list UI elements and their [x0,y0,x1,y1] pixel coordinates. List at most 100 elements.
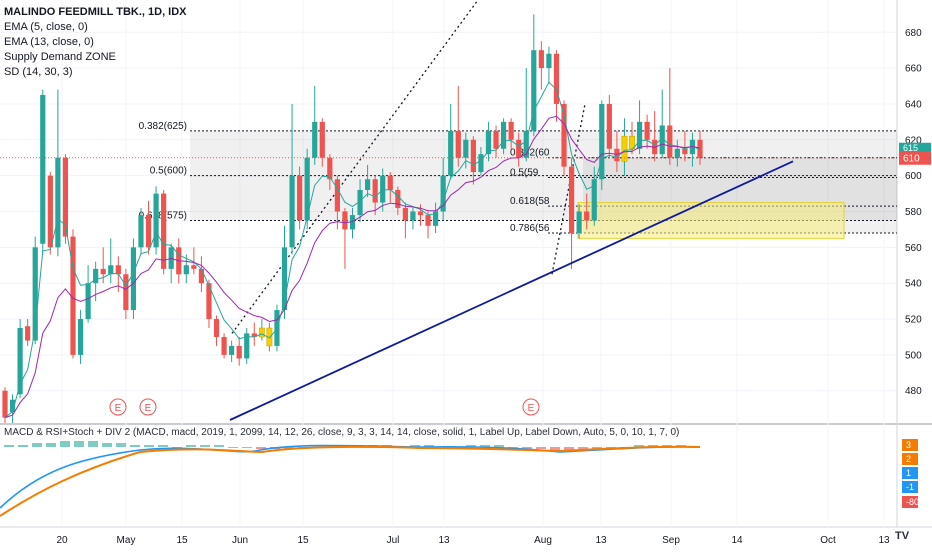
candle-body [251,333,257,337]
legend-sd[interactable]: SD (14, 30, 3) [4,66,73,78]
candle-body [145,215,152,248]
macd-histogram-bar [4,445,14,447]
macd-axis-tag [902,481,918,493]
candle-body [667,125,673,158]
macd-axis-tag [902,439,918,451]
macd-histogram-bar [256,447,266,449]
earnings-marker [109,398,127,416]
macd-histogram-bar [466,445,476,447]
candle-body [319,121,325,158]
legend-ema5[interactable]: EMA (5, close, 0) [4,21,88,33]
candle-body [380,175,386,203]
candle-body [425,215,431,226]
candle-body [410,211,416,221]
candle-body [62,157,69,237]
y-tick-label: 640 [905,99,922,110]
candle-body [236,345,242,359]
x-tick-label: Sep [662,535,680,546]
candle-body [289,175,295,248]
ema13-line [4,115,701,419]
candle-body [304,157,310,221]
macd-histogram-bar [214,445,224,447]
symbol-title[interactable]: MALINDO FEEDMILL TBK., 1D, IDX [4,6,187,18]
candle-body [478,154,484,173]
candle-body [440,175,446,212]
candle-body [77,319,84,355]
fib-label-right: 0.618(58 [510,196,550,207]
legend: MALINDO FEEDMILL TBK., 1D, IDX EMA (5, c… [4,5,187,80]
candle-body [402,207,408,221]
macd-axis-tag [902,496,918,508]
candle-body [455,130,461,158]
candle-body [485,130,492,155]
candle-body [342,211,348,230]
x-tick-label: Aug [534,535,552,546]
macd-histogram-bar [480,445,490,447]
candle-body [40,94,46,244]
macd-histogram-bar [494,445,504,447]
dotted-trendline [231,0,479,334]
legend-supply-demand[interactable]: Supply Demand ZONE [4,51,116,63]
candle-body [644,121,650,140]
x-tick-label: 14 [731,535,743,546]
candle-body [629,135,635,150]
candle-body [70,236,76,355]
fib-label-right: 0.786(56 [510,223,550,234]
candle-body [123,274,129,311]
x-tick-label: 13 [438,535,450,546]
macd-histogram-bar [634,445,644,447]
candle-body [32,247,38,341]
y-tick-label: 520 [905,315,922,326]
candle-body [130,247,137,311]
candle-body [25,326,31,341]
macd-histogram-bar [648,445,658,447]
fib-label: 0.382(625) [139,121,187,132]
candle-body [115,265,121,275]
macd-axis-label: 2 [906,454,911,464]
x-tick-label: Jul [387,535,400,546]
candle-body [221,336,227,355]
y-tick-label: 540 [905,279,922,290]
earnings-marker-label: E [145,403,152,414]
macd-histogram-bar [410,445,420,447]
macd-histogram-bar [522,447,532,449]
candle-body [674,148,680,158]
macd-histogram-bar [130,445,140,447]
candle-body [508,121,514,140]
candle-body [584,211,590,221]
candle-body [357,189,363,216]
macd-histogram-bar [200,445,210,447]
macd-histogram-bar [228,447,238,448]
candle-body [546,53,552,69]
candle-body [614,148,620,162]
candle-body [206,283,212,320]
macd-histogram-bar [592,447,602,449]
dotted-trendline-aug [551,103,586,275]
candle-body [448,130,454,176]
macd-histogram-bar [550,447,560,451]
fib-label: 0.5(600) [150,166,187,177]
macd-legend[interactable]: MACD & RSI+Stoch + DIV 2 (MACD, macd, 20… [4,427,680,438]
macd-axis-label: 1 [906,468,911,478]
candle-body [297,175,303,221]
candle-body [47,175,53,248]
y-tick-label: 580 [905,207,922,218]
y-tick-label: 500 [905,350,922,361]
macd-histogram-bar [102,443,112,447]
macd-histogram-bar [88,441,98,447]
macd-histogram-bar [18,445,28,447]
y-tick-label: 680 [905,28,922,39]
y-tick-label: 660 [905,64,922,75]
macd-histogram-bar [74,441,84,447]
candle-body [561,103,567,167]
legend-ema13[interactable]: EMA (13, close, 0) [4,36,94,48]
candle-body [2,390,8,418]
tradingview-logo: TV [895,530,910,542]
candle-body [327,157,333,180]
candle-body [621,135,628,162]
candle-body [198,268,205,284]
candle-body [108,265,114,275]
candle-body [599,103,605,180]
macd-axis-label: -80 [906,497,919,507]
